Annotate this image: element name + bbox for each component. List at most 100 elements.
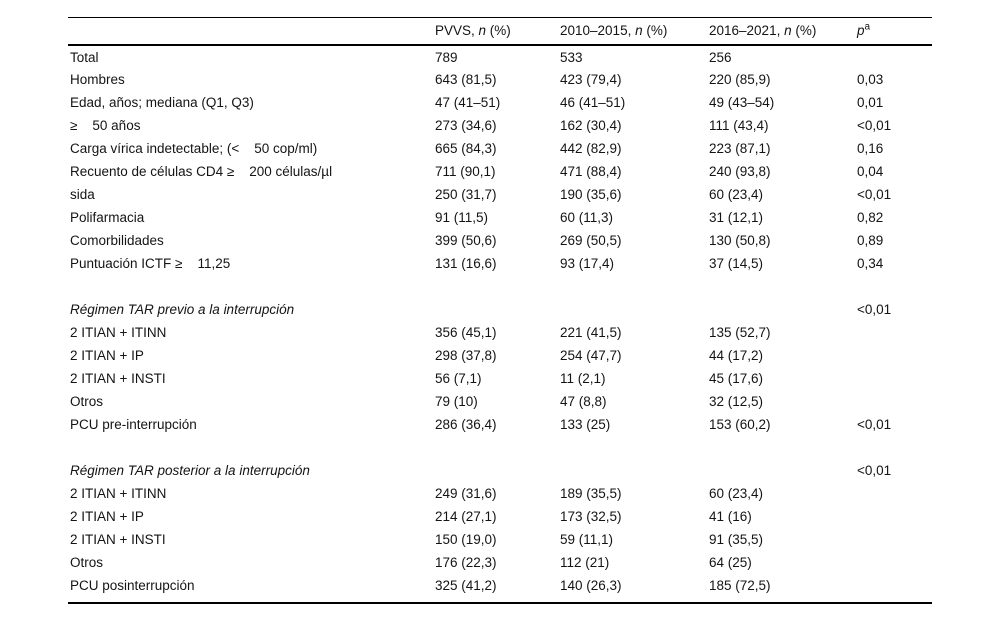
row-value-p: [855, 390, 932, 413]
table-row: Otros 176 (22,3) 112 (21) 64 (25): [68, 551, 932, 574]
row-value-2010-2015: 60 (11,3): [560, 210, 614, 225]
row-value-p: [855, 528, 932, 551]
row-value-2016-2021: 130 (50,8): [709, 233, 771, 248]
table-row: 2 ITIAN + INSTI 150 (19,0) 59 (11,1) 91 …: [68, 528, 932, 551]
table-row: [68, 436, 932, 459]
table-row: 2 ITIAN + IP 298 (37,8) 254 (47,7) 44 (1…: [68, 344, 932, 367]
column-header-pvvs: PVVS, n (%): [433, 18, 558, 46]
table-row: PCU pre-interrupción 286 (36,4) 133 (25)…: [68, 413, 932, 436]
row-value-p: <0,01: [857, 187, 892, 202]
row-value-p: 0,04: [857, 164, 884, 179]
header-p-italic: p: [857, 22, 865, 38]
row-value-2016-2021: [707, 436, 855, 459]
header-p-superscript: a: [864, 21, 871, 32]
row-value-2010-2015: 254 (47,7): [560, 348, 622, 363]
row-value-2010-2015: 221 (41,5): [560, 325, 622, 340]
row-value-pvvs: 665 (84,3): [435, 141, 497, 156]
row-label: 2 ITIAN + IP: [70, 509, 144, 524]
row-value-2016-2021: 49 (43–54): [709, 95, 775, 110]
row-value-2016-2021: 185 (72,5): [709, 578, 771, 593]
table-body: Total 789 533 256 Hombres 643 (81,5) 423…: [68, 45, 932, 597]
row-value-p: [855, 551, 932, 574]
row-value-2010-2015: 112 (21): [560, 555, 610, 570]
row-value-2016-2021: 111 (43,4): [709, 118, 769, 133]
table-row: 2 ITIAN + ITINN 356 (45,1) 221 (41,5) 13…: [68, 321, 932, 344]
row-value-pvvs: 56 (7,1): [435, 371, 482, 386]
row-value-p: [855, 45, 932, 68]
row-value-pvvs: 711 (90,1): [435, 164, 496, 179]
row-value-2016-2021: 64 (25): [709, 555, 752, 570]
row-label: PCU pre-interrupción: [70, 417, 197, 432]
row-value-2010-2015: 471 (88,4): [560, 164, 622, 179]
column-header-2016-2021: 2016–2021, n (%): [707, 18, 855, 46]
table-header: PVVS, n (%) 2010–2015, n (%) 2016–2021, …: [68, 18, 932, 46]
table-row: PCU posinterrupción 325 (41,2) 140 (26,3…: [68, 574, 932, 597]
row-value-p: [855, 321, 932, 344]
row-value-pvvs: 150 (19,0): [435, 532, 497, 547]
row-label: Polifarmacia: [70, 210, 145, 225]
row-value-2010-2015: 442 (82,9): [560, 141, 622, 156]
row-value-2016-2021: [707, 298, 855, 321]
row-label: sida: [70, 187, 95, 202]
row-value-2016-2021: 32 (12,5): [709, 394, 764, 409]
table-row: Recuento de células CD4 ≥ 200 células/µl…: [68, 160, 932, 183]
table-row: Otros 79 (10) 47 (8,8) 32 (12,5): [68, 390, 932, 413]
table-row: Régimen TAR previo a la interrupción <0,…: [68, 298, 932, 321]
row-label: Puntuación ICTF ≥ 11,25: [70, 256, 231, 271]
row-value-pvvs: 79 (10): [435, 394, 478, 409]
table-row: 2 ITIAN + IP 214 (27,1) 173 (32,5) 41 (1…: [68, 505, 932, 528]
table-row: ≥ 50 años 273 (34,6) 162 (30,4) 111 (43,…: [68, 114, 932, 137]
row-label: Comorbilidades: [70, 233, 164, 248]
row-value-2016-2021: 60 (23,4): [709, 187, 764, 202]
row-label: Régimen TAR previo a la interrupción: [70, 302, 295, 317]
row-value-2010-2015: [558, 436, 707, 459]
row-value-2010-2015: 47 (8,8): [560, 394, 607, 409]
row-value-p: [855, 344, 932, 367]
row-value-pvvs: 356 (45,1): [435, 325, 497, 340]
row-value-2016-2021: [707, 459, 855, 482]
row-value-pvvs: 298 (37,8): [435, 348, 497, 363]
row-value-2010-2015: [558, 275, 707, 298]
row-label: 2 ITIAN + ITINN: [70, 325, 167, 340]
row-label: [68, 436, 433, 459]
row-value-p: 0,82: [857, 210, 884, 225]
table-row: sida 250 (31,7) 190 (35,6) 60 (23,4) <0,…: [68, 183, 932, 206]
row-value-p: 0,34: [857, 256, 884, 271]
row-value-p: <0,01: [857, 417, 892, 432]
table-row: Comorbilidades 399 (50,6) 269 (50,5) 130…: [68, 229, 932, 252]
header-text: 2010–2015,: [560, 22, 636, 38]
row-label: Carga vírica indetectable; (< 50 cop/ml): [70, 141, 318, 156]
column-header-p-value: pa: [855, 18, 932, 46]
row-value-2010-2015: 533: [560, 49, 583, 65]
row-value-p: [855, 482, 932, 505]
row-value-pvvs: [433, 436, 558, 459]
table-row: Total 789 533 256: [68, 45, 932, 68]
row-value-pvvs: 249 (31,6): [435, 486, 497, 501]
row-value-p: <0,01: [857, 463, 892, 478]
header-n-italic: n: [784, 22, 792, 38]
row-label: Hombres: [70, 72, 125, 87]
row-label: 2 ITIAN + INSTI: [70, 532, 166, 547]
row-value-pvvs: 325 (41,2): [435, 578, 497, 593]
row-label: PCU posinterrupción: [70, 578, 195, 593]
row-value-p: 0,01: [857, 95, 884, 110]
table-row: [68, 275, 932, 298]
row-value-2010-2015: 269 (50,5): [560, 233, 622, 248]
row-value-pvvs: [433, 459, 558, 482]
row-label: 2 ITIAN + IP: [70, 348, 144, 363]
table-header-row: PVVS, n (%) 2010–2015, n (%) 2016–2021, …: [68, 18, 932, 46]
row-value-p: [855, 505, 932, 528]
row-label: [68, 275, 433, 298]
row-value-2010-2015: [558, 298, 707, 321]
row-value-2016-2021: 45 (17,6): [709, 371, 764, 386]
table-row: 2 ITIAN + INSTI 56 (7,1) 11 (2,1) 45 (17…: [68, 367, 932, 390]
row-value-p: [855, 275, 932, 298]
column-header-2010-2015: 2010–2015, n (%): [558, 18, 707, 46]
row-label: 2 ITIAN + ITINN: [70, 486, 167, 501]
row-value-p: 0,03: [857, 72, 884, 87]
table-row: Hombres 643 (81,5) 423 (79,4) 220 (85,9)…: [68, 68, 932, 91]
row-value-2010-2015: 59 (11,1): [560, 532, 614, 547]
row-value-pvvs: 789: [435, 49, 458, 65]
row-value-2016-2021: 60 (23,4): [709, 486, 764, 501]
